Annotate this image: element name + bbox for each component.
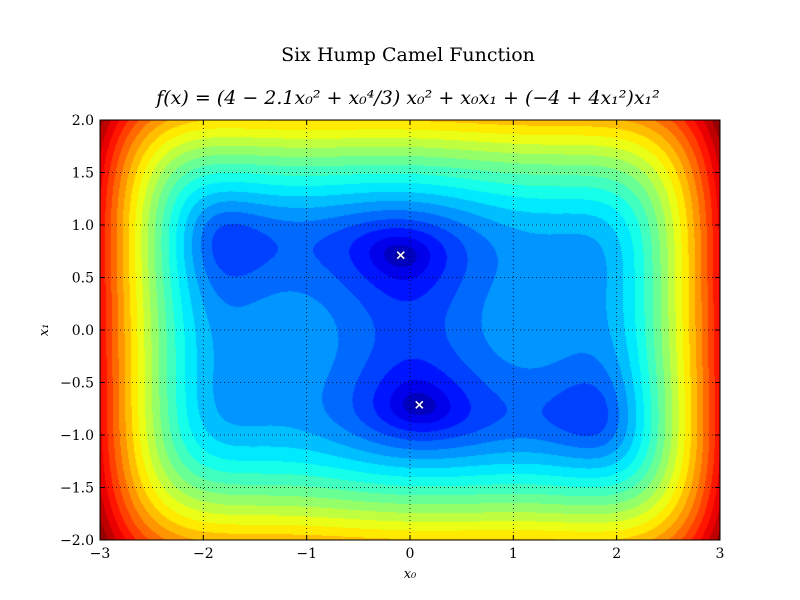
axis-ticks: −3 −2 −1 0 1 2 3 −2.0 −1.5 −1.0 −0.5 0.0 0.5 1.0 1.5 2.… <box>60 113 724 562</box>
x-tick-label: −1 <box>296 546 317 562</box>
y-tick-label: −1.0 <box>60 428 94 444</box>
minimum-marker <box>415 400 424 409</box>
y-tick-label: 1.5 <box>72 166 94 182</box>
y-tick-label: 2.0 <box>72 113 94 129</box>
y-tick-label: 1.0 <box>72 218 94 234</box>
minimum-marker <box>396 251 405 260</box>
minima-markers <box>396 251 424 409</box>
grid-lines <box>100 120 720 540</box>
x-tick-label: 1 <box>509 546 518 562</box>
x-axis-label: x₀ <box>404 567 417 582</box>
x-tick-label: 0 <box>406 546 415 562</box>
y-tick-label: −2.0 <box>60 533 94 549</box>
x-tick-label: −2 <box>193 546 214 562</box>
x-tick-label: −3 <box>90 546 111 562</box>
y-axis-label: x₁ <box>37 324 52 337</box>
y-tick-label: 0.0 <box>72 323 94 339</box>
y-tick-label: −1.5 <box>60 481 94 497</box>
y-tick-label: −0.5 <box>60 376 94 392</box>
chart-title: Six Hump Camel Function <box>281 44 535 66</box>
chart-subtitle-equation: f(x) = (4 − 2.1x₀² + x₀⁴/3) x₀² + x₀x₁ +… <box>154 87 660 109</box>
x-tick-label: 2 <box>612 546 621 562</box>
y-tick-label: 0.5 <box>72 271 94 287</box>
x-tick-label: 3 <box>716 546 725 562</box>
